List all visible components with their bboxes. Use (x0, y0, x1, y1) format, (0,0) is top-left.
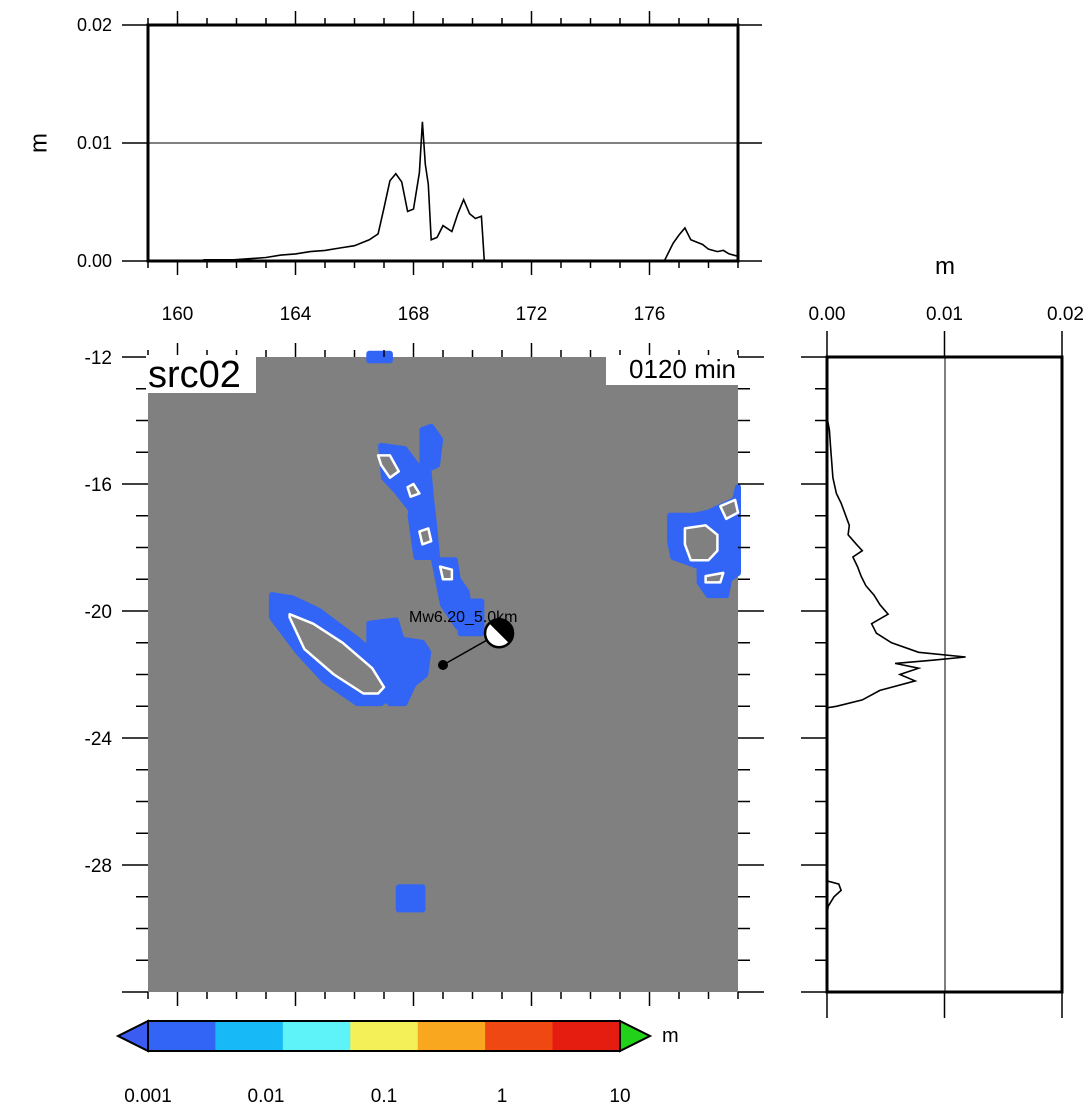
contour-coast-vanuatu-3 (418, 527, 433, 546)
top-y-tick-label: 0.00 (77, 251, 112, 271)
right-profile-x-axis-label: m (935, 253, 955, 280)
beachball-compressional (489, 619, 513, 644)
colorbar-segment (148, 1021, 216, 1051)
map-label-box (146, 355, 256, 393)
right-x-tick-label: 0.02 (1047, 304, 1084, 325)
right-profile-x-ticks: 0.00 0.01 0.02 (809, 304, 1084, 1018)
wave-region-vanuatu-tip (457, 598, 485, 637)
top-y-tick-label: 0.02 (77, 15, 112, 35)
contour-coast-vanuatu-1 (376, 454, 401, 479)
top-profile-series-line (148, 121, 739, 262)
contour-coast-fiji-3 (704, 571, 725, 584)
colorbar: 0.001 0.01 0.1 1 10 m (115, 1019, 679, 1107)
focal-mechanism-icon (483, 617, 515, 649)
top-y-tick-label: 0.01 (77, 133, 112, 153)
lat-tick-label: -24 (85, 729, 113, 750)
colorbar-unit-label: m (662, 1025, 679, 1047)
colorbar-segment (552, 1021, 621, 1051)
colorbar-segments (148, 1021, 621, 1051)
right-profile-panel: 0.00 0.01 0.02 m (801, 253, 1084, 1018)
map-land-background (148, 357, 738, 992)
colorbar-segment (350, 1021, 419, 1051)
right-profile-series-line (826, 417, 966, 919)
map-time-label: 0120 min (629, 354, 736, 384)
right-profile-y-ticks (801, 356, 827, 993)
map-contours (288, 454, 740, 695)
contour-coast-nc (288, 612, 386, 695)
colorbar-frame (147, 1020, 621, 1052)
right-x-tick-label: 0.00 (809, 304, 846, 325)
lon-tick-label: 164 (280, 304, 312, 325)
lat-tick-label: -16 (85, 475, 112, 496)
colorbar-segment (485, 1021, 554, 1051)
map-source-label: src02 (148, 354, 241, 396)
top-profile-y-ticks: 0.00 0.01 0.02 (77, 15, 762, 271)
lat-tick-label: -28 (85, 856, 112, 877)
lat-tick-label: -12 (85, 348, 112, 369)
colorbar-segment (215, 1021, 284, 1051)
colorbar-ticks: 0.001 0.01 0.1 1 10 (124, 1086, 630, 1107)
colorbar-under-triangle (115, 1019, 149, 1053)
map-x-ticks (147, 343, 739, 1006)
contour-coast-fiji-2 (719, 498, 740, 521)
top-profile-x-ticks: 160 164 168 172 176 (147, 11, 739, 325)
colorbar-tick-label: 1 (497, 1086, 508, 1107)
colorbar-segment (417, 1021, 486, 1051)
map-y-ticks: -12 -16 -20 -24 -28 (85, 348, 764, 993)
contour-coast-fiji (683, 524, 719, 562)
epicenter-marker (438, 659, 448, 670)
map-panel: -12-16-20-24-28 src02 0120 min Mw6.20_5.… (85, 343, 764, 1006)
top-profile-panel: 0.00 0.01 0.02 160 164 168 172 176 m (25, 11, 762, 325)
wave-region-vanuatu-central (407, 493, 441, 560)
contour-coast-vanuatu-4 (438, 565, 454, 581)
colorbar-tick-label: 0.001 (124, 1086, 172, 1107)
top-profile-y-axis-label: m (25, 133, 52, 153)
lat-tick-label: -20 (85, 602, 112, 623)
contour-coast-vanuatu-2 (406, 482, 421, 498)
lon-tick-label: 176 (634, 304, 666, 325)
colorbar-segment (282, 1021, 351, 1051)
right-x-tick-label: 0.01 (926, 304, 963, 325)
lon-tick-label: 160 (162, 304, 194, 325)
colorbar-tick-label: 0.1 (371, 1086, 397, 1107)
lon-tick-label: 172 (516, 304, 548, 325)
wave-region-north-cell (366, 350, 393, 364)
wave-region-vanuatu-north-1 (419, 423, 444, 475)
lon-tick-label: 168 (398, 304, 430, 325)
colorbar-tick-label: 10 (609, 1086, 630, 1107)
map-time-box (606, 355, 738, 385)
colorbar-over-triangle (619, 1019, 653, 1053)
colorbar-tick-label: 0.01 (248, 1086, 285, 1107)
wave-region-norfolk-cell (395, 884, 426, 913)
